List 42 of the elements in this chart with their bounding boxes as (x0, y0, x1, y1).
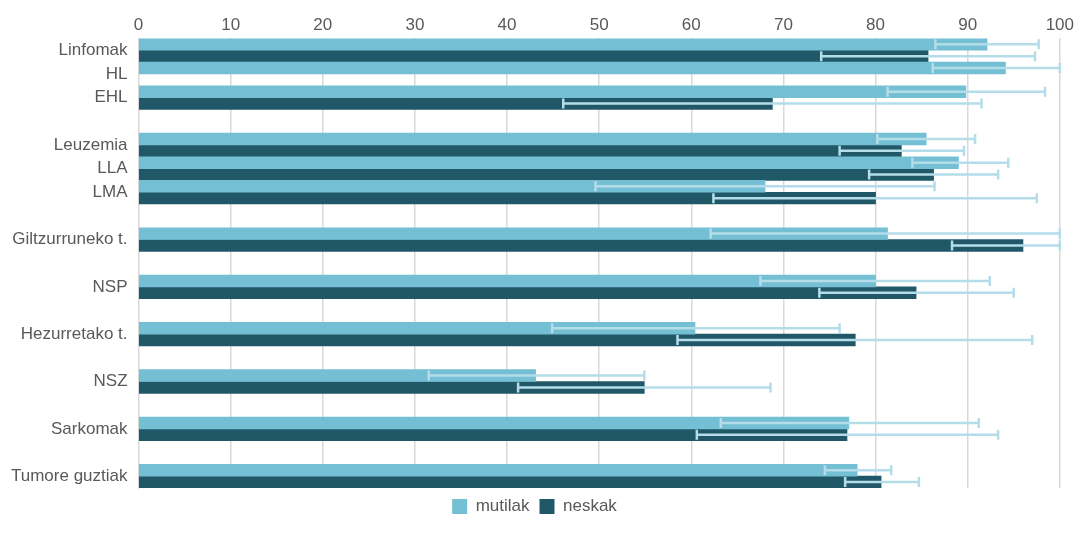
y-tick-label: LMA (92, 181, 129, 201)
bar (138, 286, 917, 300)
x-tick-label: 90 (958, 14, 978, 34)
x-tick-label: 10 (221, 14, 241, 34)
x-tick-label: 30 (405, 14, 425, 34)
bar (138, 85, 967, 98)
y-tick-label: NSZ (93, 371, 128, 391)
bar (138, 274, 876, 288)
bar (138, 322, 696, 335)
y-tick-label: Giltzurruneko t. (12, 229, 128, 249)
y-tick-label: Hezurretako t. (20, 323, 128, 343)
y-tick-label: Linfomak (58, 39, 129, 59)
x-tick-label: 60 (681, 14, 701, 34)
bar (138, 180, 766, 193)
x-tick-label: 80 (866, 14, 886, 34)
y-tick-label: Sarkomak (51, 418, 129, 438)
legend-label: neskak (562, 496, 618, 516)
y-tick-label: LLA (97, 158, 129, 178)
y-tick-label: Tumore guztiak (11, 465, 129, 485)
legend-label: mutilak (475, 496, 530, 516)
bar (138, 369, 536, 382)
bar (138, 475, 882, 488)
y-tick-label: Leuzemia (53, 134, 129, 154)
bar (138, 416, 850, 430)
y-tick-label: EHL (94, 87, 128, 107)
x-tick-label: 70 (773, 14, 793, 34)
x-tick-label: 0 (133, 14, 144, 34)
bar (138, 156, 959, 169)
bar (138, 239, 1024, 252)
x-tick-label: 100 (1045, 14, 1075, 34)
bar (138, 464, 858, 477)
y-tick-label: NSP (92, 276, 128, 296)
bar (138, 381, 645, 394)
bar (138, 428, 848, 441)
bar (138, 38, 988, 51)
bar (138, 61, 1006, 75)
x-tick-label: 40 (497, 14, 517, 34)
y-tick-label: HL (105, 63, 128, 83)
x-tick-label: 20 (313, 14, 333, 34)
bar (138, 132, 927, 146)
x-tick-label: 50 (589, 14, 609, 34)
bar (138, 227, 888, 240)
